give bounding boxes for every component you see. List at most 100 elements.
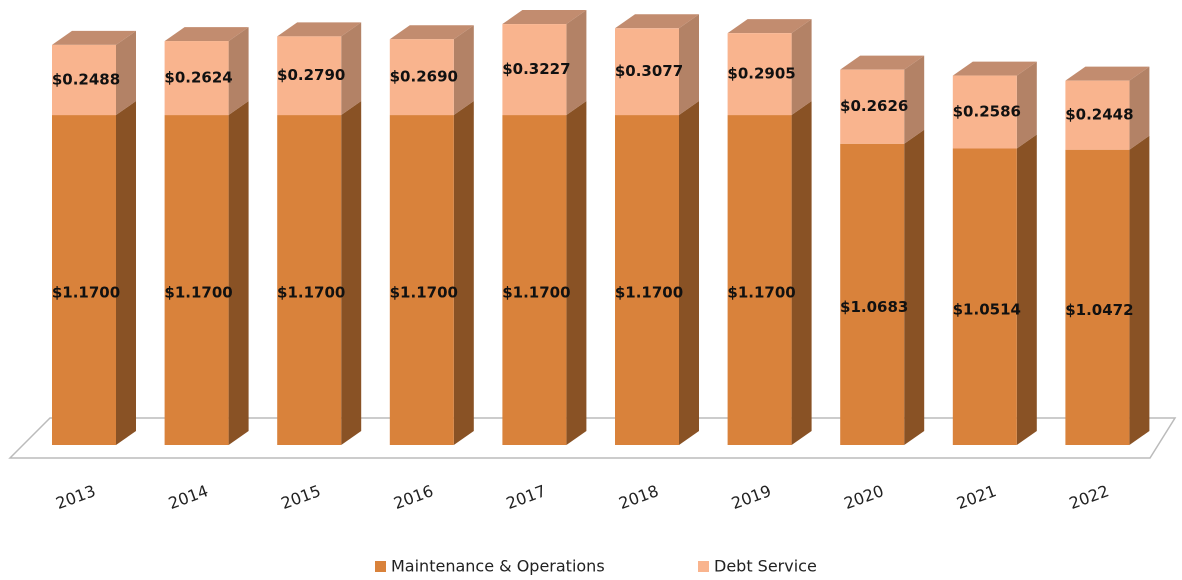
value-label: $0.2624: [164, 69, 232, 87]
bar-segment: [727, 19, 812, 116]
bar-side: [341, 22, 362, 116]
bar-top: [615, 14, 699, 29]
bar: [52, 115, 116, 445]
bar-side: [566, 10, 587, 116]
x-tick-label: 2018: [616, 481, 661, 513]
bar-side: [116, 30, 136, 116]
bar: [615, 28, 679, 116]
bar-segment: [840, 129, 925, 446]
bar-segment: [164, 101, 249, 445]
bar-segment: [727, 101, 812, 445]
bar: [727, 33, 792, 116]
value-label: $1.0472: [1065, 301, 1133, 319]
value-label: $0.3077: [615, 62, 683, 80]
legend-swatch: [375, 561, 386, 572]
bar: [952, 75, 1017, 149]
bar: [502, 115, 567, 445]
bar-segment: [277, 22, 362, 116]
bar-side: [453, 25, 474, 116]
legend-label: Maintenance & Operations: [391, 557, 605, 576]
value-label: $1.0683: [840, 298, 908, 316]
bar-segment: [502, 101, 587, 445]
bar: [840, 143, 905, 446]
value-label: $0.2905: [727, 65, 795, 83]
bar: [52, 44, 116, 116]
bar-top: [727, 19, 812, 34]
bar-top: [840, 55, 925, 70]
bar: [727, 115, 792, 445]
bar-side: [904, 129, 925, 446]
legend-label: Debt Service: [714, 557, 817, 576]
value-label: $1.1700: [502, 284, 570, 302]
bar-side: [679, 101, 699, 445]
bar-segment: [615, 101, 699, 445]
bar-top: [389, 25, 474, 40]
bar-side: [791, 19, 812, 116]
bar-side: [116, 101, 136, 445]
x-tick-label: 2013: [53, 481, 98, 513]
legend-swatch: [698, 561, 709, 572]
bar-side: [1129, 66, 1150, 150]
bar-top: [1065, 66, 1150, 81]
bar-side: [679, 14, 699, 116]
value-label: $0.2586: [953, 103, 1021, 121]
x-tick-label: 2014: [166, 481, 211, 513]
value-label: $1.0514: [953, 300, 1021, 318]
x-tick-label: 2022: [1067, 481, 1112, 513]
value-label: $0.2690: [390, 68, 458, 86]
value-label: $0.3227: [502, 60, 570, 78]
bar-top: [952, 61, 1037, 76]
bar-top: [277, 22, 362, 37]
bar-top: [502, 10, 587, 25]
bar-side: [453, 101, 474, 445]
bar-segment: [389, 101, 474, 445]
value-label: $0.2790: [277, 66, 345, 84]
x-tick-label: 2016: [391, 481, 436, 513]
bar: [615, 115, 679, 445]
bar-segment: [1065, 66, 1150, 150]
value-label: $1.1700: [277, 284, 345, 302]
x-tick-label: 2017: [504, 481, 549, 513]
bar: [952, 148, 1017, 446]
bar: [840, 69, 905, 144]
bar: [1065, 149, 1130, 445]
bar-top: [52, 30, 136, 45]
bar: [164, 115, 229, 445]
bar-segment: [52, 30, 136, 116]
bar-segment: [502, 10, 587, 116]
bar-segment: [840, 55, 925, 144]
value-label: $0.2448: [1065, 106, 1133, 124]
value-label: $1.1700: [727, 284, 795, 302]
bar-side: [1129, 135, 1150, 445]
bar-side: [904, 55, 925, 144]
bar-side: [1016, 61, 1037, 149]
bar-side: [566, 101, 587, 445]
bar-segment: [389, 25, 474, 116]
bar: [502, 24, 567, 116]
bar-segment: [952, 61, 1037, 149]
bar-segment: [164, 27, 249, 116]
x-tick-label: 2020: [841, 481, 886, 513]
value-label: $1.1700: [164, 284, 232, 302]
bar-side: [228, 101, 249, 445]
value-label: $0.2626: [840, 97, 908, 115]
value-label: $1.1700: [52, 284, 120, 302]
value-label: $1.1700: [390, 284, 458, 302]
x-tick-label: 2019: [729, 481, 774, 513]
bar-segment: [52, 101, 136, 445]
bar: [389, 115, 454, 445]
x-tick-label: 2015: [278, 481, 323, 513]
value-label: $0.2488: [52, 70, 120, 88]
bar: [389, 39, 454, 116]
bar-segment: [1065, 135, 1150, 445]
x-tick-label: 2021: [954, 481, 999, 513]
bar-side: [791, 101, 812, 445]
bar-side: [341, 101, 362, 445]
bar-top: [164, 27, 249, 42]
bar: [1065, 80, 1130, 150]
bar: [164, 41, 229, 116]
bar: [277, 36, 342, 116]
bar: [277, 115, 342, 445]
bar-segment: [277, 101, 362, 445]
